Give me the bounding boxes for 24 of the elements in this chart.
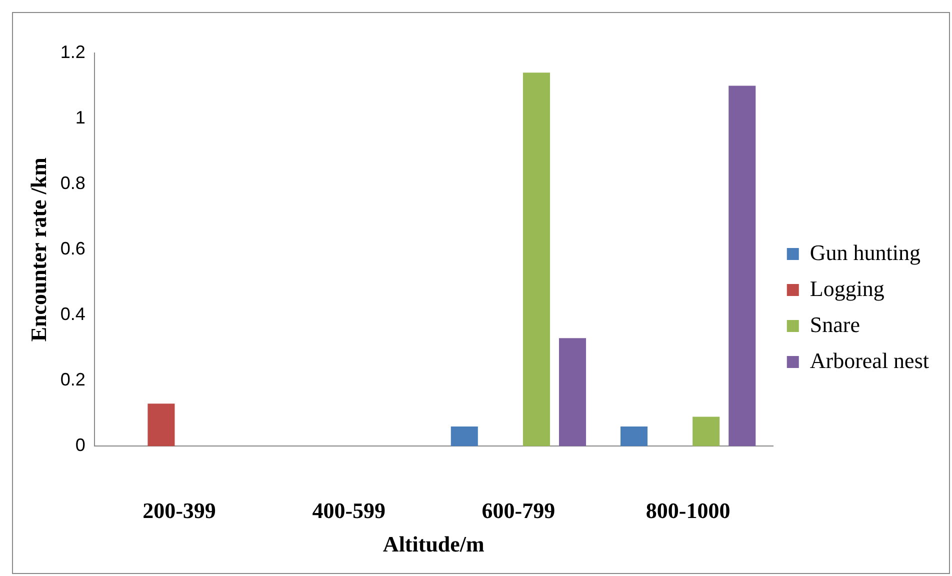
legend-label: Arboreal nest <box>810 348 930 373</box>
bar <box>620 426 648 446</box>
bar <box>148 404 175 446</box>
x-tick-label: 800-1000 <box>646 498 730 524</box>
x-tick-label: 200-399 <box>142 498 216 524</box>
x-tick-label: 400-599 <box>312 498 386 524</box>
x-axis-title: Altitude/m <box>382 531 484 556</box>
y-tick-label: 0.6 <box>60 238 86 259</box>
y-tick-label: 1 <box>75 108 86 128</box>
y-tick-label: 0.8 <box>60 173 86 194</box>
y-tick-label: 0 <box>75 435 86 456</box>
bar <box>728 86 756 446</box>
bar <box>522 72 550 446</box>
y-tick-label: 0.2 <box>60 370 86 390</box>
legend-label: Gun hunting <box>810 240 921 265</box>
bar <box>559 338 586 446</box>
bar <box>450 426 478 446</box>
y-axis-title: Encounter rate /km <box>26 158 51 342</box>
y-tick-label: 0.4 <box>60 304 86 324</box>
legend-label: Logging <box>810 276 884 301</box>
y-tick-label: 1.2 <box>60 42 86 62</box>
x-tick-label: 600-799 <box>482 498 556 524</box>
legend-label: Snare <box>810 312 860 337</box>
bar <box>692 416 720 446</box>
